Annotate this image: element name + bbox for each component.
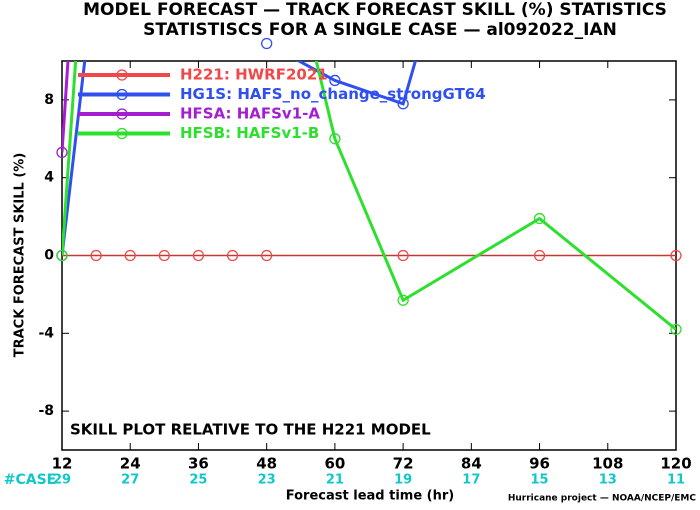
series-line [62, 61, 676, 331]
case-count: 29 [53, 473, 71, 488]
series-marker [397, 294, 409, 306]
legend-marker [116, 69, 128, 81]
y-tick-label: -8 [38, 403, 54, 419]
series-marker [397, 98, 409, 110]
case-label: #CASE [4, 472, 57, 488]
y-tick-label: 4 [44, 170, 54, 186]
case-count: 21 [326, 473, 344, 488]
x-tick-label: 72 [393, 455, 414, 473]
case-count: 15 [531, 473, 549, 488]
series-marker [670, 249, 682, 262]
y-tick-label: 0 [44, 248, 54, 264]
case-count: 13 [599, 473, 617, 488]
case-count: 25 [189, 473, 207, 488]
plot-lines [62, 61, 676, 331]
series-marker [533, 249, 546, 262]
case-count: 17 [462, 473, 480, 488]
legend-label: HFSB: HAFSv1-B [180, 124, 319, 142]
series-line [62, 61, 417, 256]
x-tick-label: 48 [256, 455, 277, 473]
x-tick-label: 84 [461, 455, 482, 473]
series-marker [397, 249, 409, 262]
legend-label: HG1S: HAFS_no_change_strongGT64 [180, 85, 486, 103]
chart-subtitle: STATISTISCS FOR A SINGLE CASE — al092022… [143, 20, 617, 40]
y-axis-label: TRACK FORECAST SKILL (%) [13, 153, 28, 358]
legend-marker [116, 127, 128, 140]
case-count: 27 [121, 473, 139, 488]
series-marker [192, 249, 205, 262]
x-tick-label: 60 [324, 455, 345, 473]
series-marker [124, 249, 136, 262]
y-tick-label: 8 [44, 92, 54, 108]
x-tick-label: 36 [188, 455, 209, 473]
series-marker [533, 212, 546, 225]
x-axis-label: Forecast lead time (hr) [286, 489, 454, 504]
x-tick-label: 12 [52, 455, 73, 473]
series-marker [670, 323, 682, 336]
case-count: 19 [394, 473, 412, 488]
y-tick-label: -4 [38, 325, 54, 341]
x-tick-label: 108 [592, 455, 623, 473]
annotation: SKILL PLOT RELATIVE TO THE H221 MODEL [70, 421, 431, 439]
legend-marker [116, 108, 128, 120]
series-marker [261, 249, 273, 262]
series-marker [90, 249, 102, 262]
series-marker [56, 146, 68, 159]
series-marker [56, 249, 68, 262]
case-count: 11 [667, 473, 685, 488]
legend-label: H221: HWRF2021 [180, 66, 328, 84]
x-tick-label: 120 [660, 455, 691, 473]
series-marker [261, 37, 273, 50]
legend-marker [116, 88, 128, 101]
credit: Hurricane project — NOAA/NCEP/EMC [508, 494, 697, 504]
x-tick-label: 24 [120, 455, 141, 473]
legend-label: HFSA: HAFSv1-A [180, 105, 320, 123]
x-tick-label: 96 [529, 455, 550, 473]
case-count: 23 [258, 473, 276, 488]
series-marker [158, 249, 170, 262]
series-marker [329, 74, 341, 87]
chart-title: MODEL FORECAST — TRACK FORECAST SKILL (%… [83, 0, 667, 20]
series-marker [329, 133, 341, 145]
series-marker [226, 249, 239, 262]
